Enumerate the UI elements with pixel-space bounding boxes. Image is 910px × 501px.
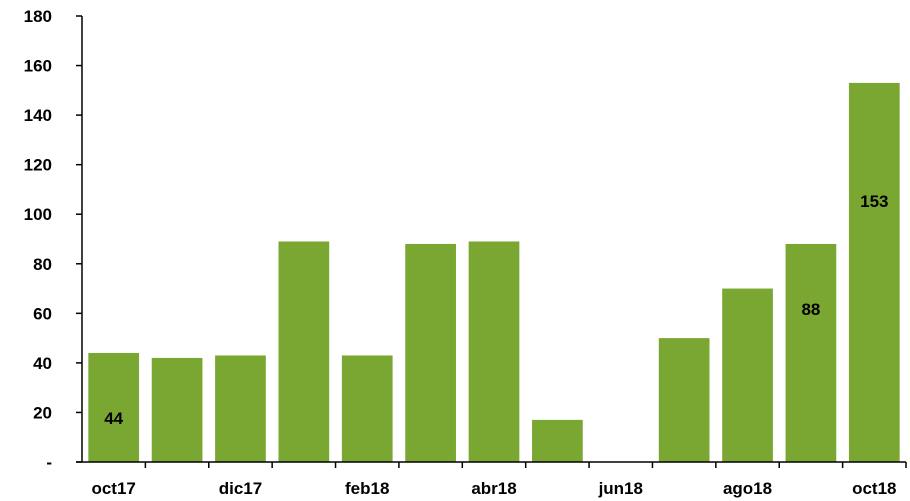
y-tick-label: 20	[33, 403, 52, 422]
y-tick-label: 80	[33, 255, 52, 274]
bar-feb18	[341, 355, 393, 462]
x-tick-label-dic17: dic17	[219, 479, 262, 498]
bar-may18	[532, 419, 583, 462]
bar-dic17	[215, 355, 266, 462]
x-tick-label-oct18: oct18	[852, 479, 896, 498]
x-tick-label-abr18: abr18	[471, 479, 516, 498]
y-tick-label: 140	[24, 106, 52, 125]
bar-ene18	[278, 241, 330, 462]
x-tick-label-ago18: ago18	[723, 479, 772, 498]
y-tick-label: 120	[24, 156, 52, 175]
data-label-oct17: 44	[104, 409, 123, 428]
y-tick-label: -	[46, 453, 52, 472]
y-tick-label: 40	[33, 354, 52, 373]
bar-mar18	[405, 243, 456, 462]
bar-oct18	[848, 82, 900, 463]
x-tick-label-jun18: jun18	[598, 479, 643, 498]
y-tick-label: 180	[24, 7, 52, 26]
bar-oct17	[88, 352, 140, 462]
y-tick-label: 60	[33, 304, 52, 323]
y-tick-label: 160	[24, 57, 52, 76]
bar-nov17	[151, 357, 203, 462]
x-axis-ticks: oct17 dic17 feb18 abr18 jun18 ago18 oct18	[91, 462, 907, 498]
bar-abr18	[468, 241, 520, 462]
y-axis-ticks: - 20 40 60 80 100 120 140 160 180	[24, 7, 82, 472]
x-tick-label-oct17: oct17	[91, 479, 135, 498]
bar-sep18	[785, 243, 837, 462]
bars: 44 88 153	[88, 82, 900, 463]
bar-ago18	[722, 288, 773, 462]
data-label-sep18: 88	[801, 300, 820, 319]
x-tick-label-feb18: feb18	[345, 479, 389, 498]
data-label-oct18: 153	[860, 192, 888, 211]
y-tick-label: 100	[24, 205, 52, 224]
bar-jul18	[658, 338, 710, 462]
